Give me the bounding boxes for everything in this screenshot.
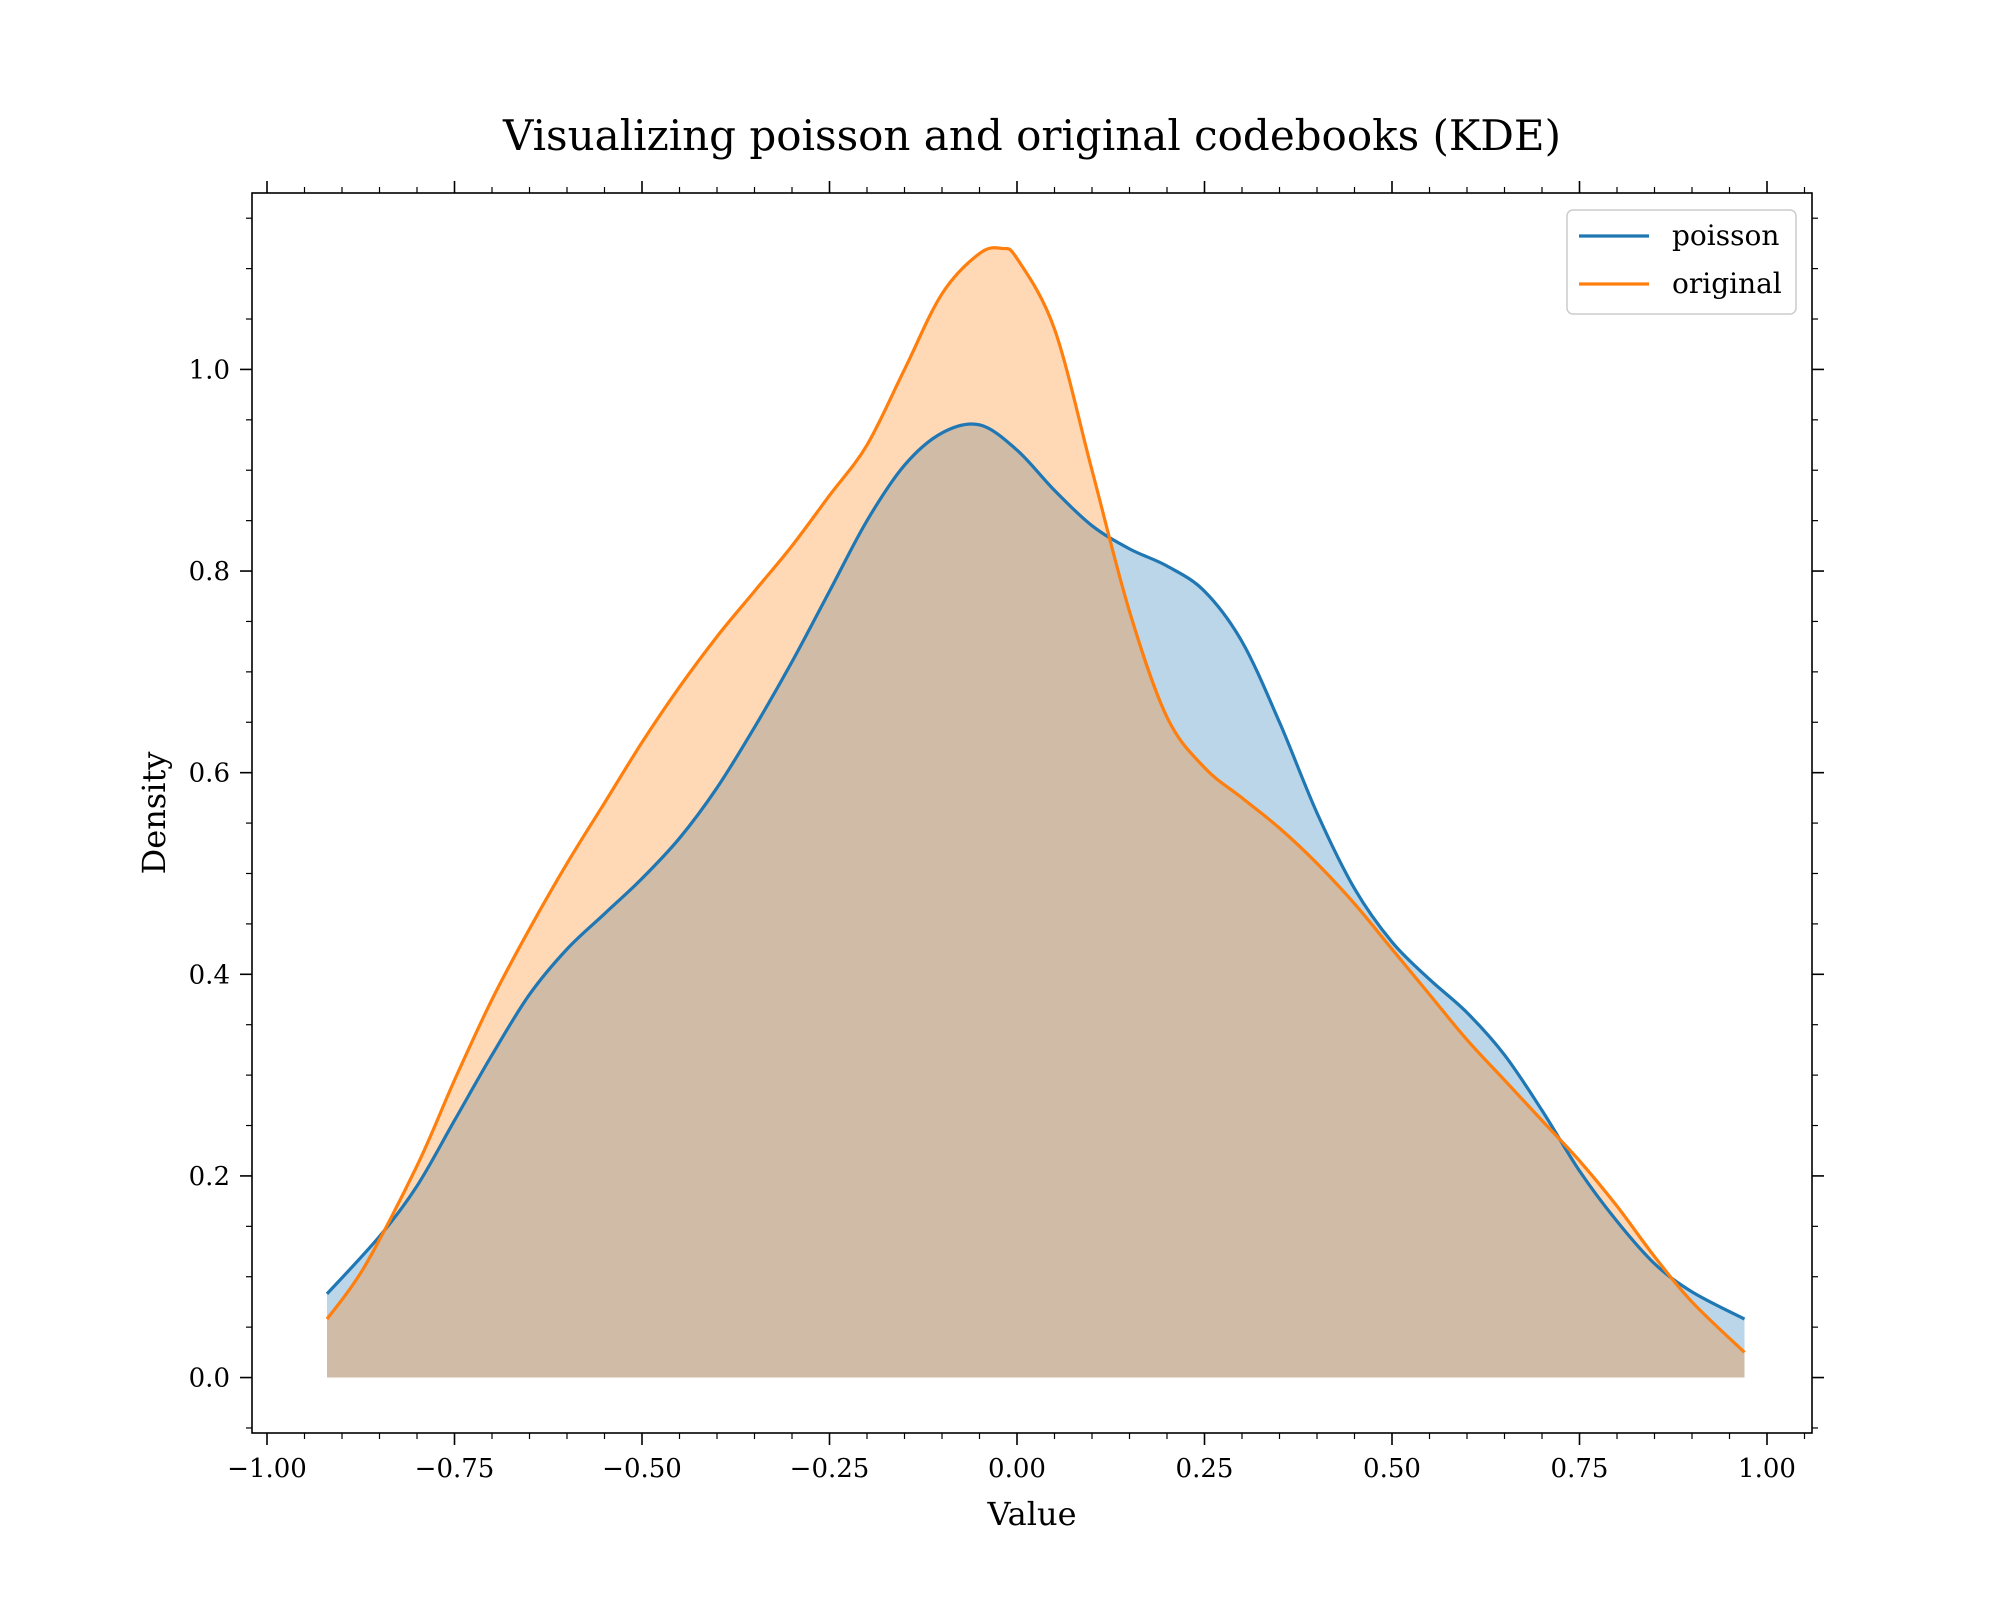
series-fills [327, 247, 1745, 1378]
legend-label-original: original [1672, 267, 1782, 300]
legend-label-poisson: poisson [1672, 219, 1779, 252]
x-tick-label: −0.50 [602, 1454, 682, 1484]
x-tick-label: −0.75 [415, 1454, 495, 1484]
x-tick-label: 0.50 [1363, 1454, 1421, 1484]
y-tick-label: 0.4 [189, 960, 230, 990]
x-tick-label: −1.00 [227, 1454, 307, 1484]
area-fill-poisson [327, 423, 1745, 1378]
x-tick-label: 0.00 [988, 1454, 1046, 1484]
y-axis-label: Density [135, 752, 173, 875]
y-tick-label: 0.0 [189, 1364, 230, 1394]
y-tick-label: 0.6 [189, 759, 230, 789]
x-axis-label: Value [986, 1495, 1076, 1533]
series-lines [325, 246, 1746, 1354]
area-fill-original [327, 247, 1745, 1378]
line-original [325, 246, 1746, 1354]
legend: poisson original [1566, 209, 1797, 315]
line-poisson [325, 422, 1746, 1321]
x-tick-label: 0.25 [1176, 1454, 1234, 1484]
plot-frame [251, 192, 1813, 1434]
chart-title: Visualizing poisson and original codeboo… [502, 111, 1561, 160]
tick-labels: −1.00 −0.75 −0.50 −0.25 0.00 0.25 0.50 0.75 1.00… [189, 355, 1796, 1484]
x-tick-label: 1.00 [1738, 1454, 1796, 1484]
y-tick-label: 0.8 [189, 557, 230, 587]
x-tick-label: −0.25 [790, 1454, 870, 1484]
y-tick-label: 1.0 [189, 355, 230, 385]
y-tick-label: 0.2 [189, 1162, 230, 1192]
x-tick-label: 0.75 [1551, 1454, 1609, 1484]
axis-ticks [240, 181, 1824, 1445]
